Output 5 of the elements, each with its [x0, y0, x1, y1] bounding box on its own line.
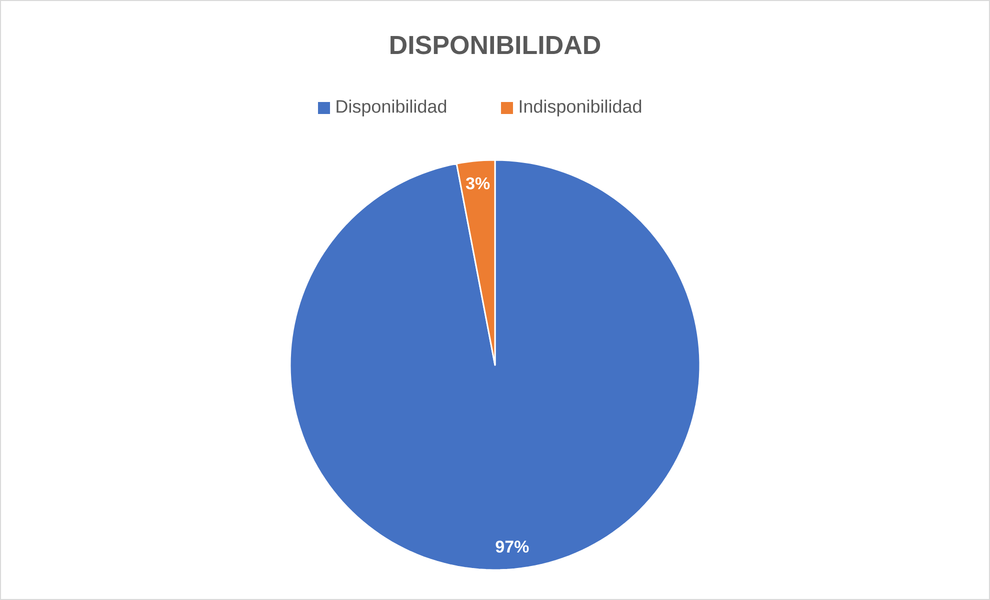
legend-label: Indisponibilidad	[520, 100, 642, 116]
legend-label: Disponibilidad	[336, 100, 446, 116]
chart-title: DISPONIBILIDAD	[390, 36, 600, 54]
data-label: 97%	[496, 540, 529, 553]
data-label: 3%	[466, 177, 490, 190]
